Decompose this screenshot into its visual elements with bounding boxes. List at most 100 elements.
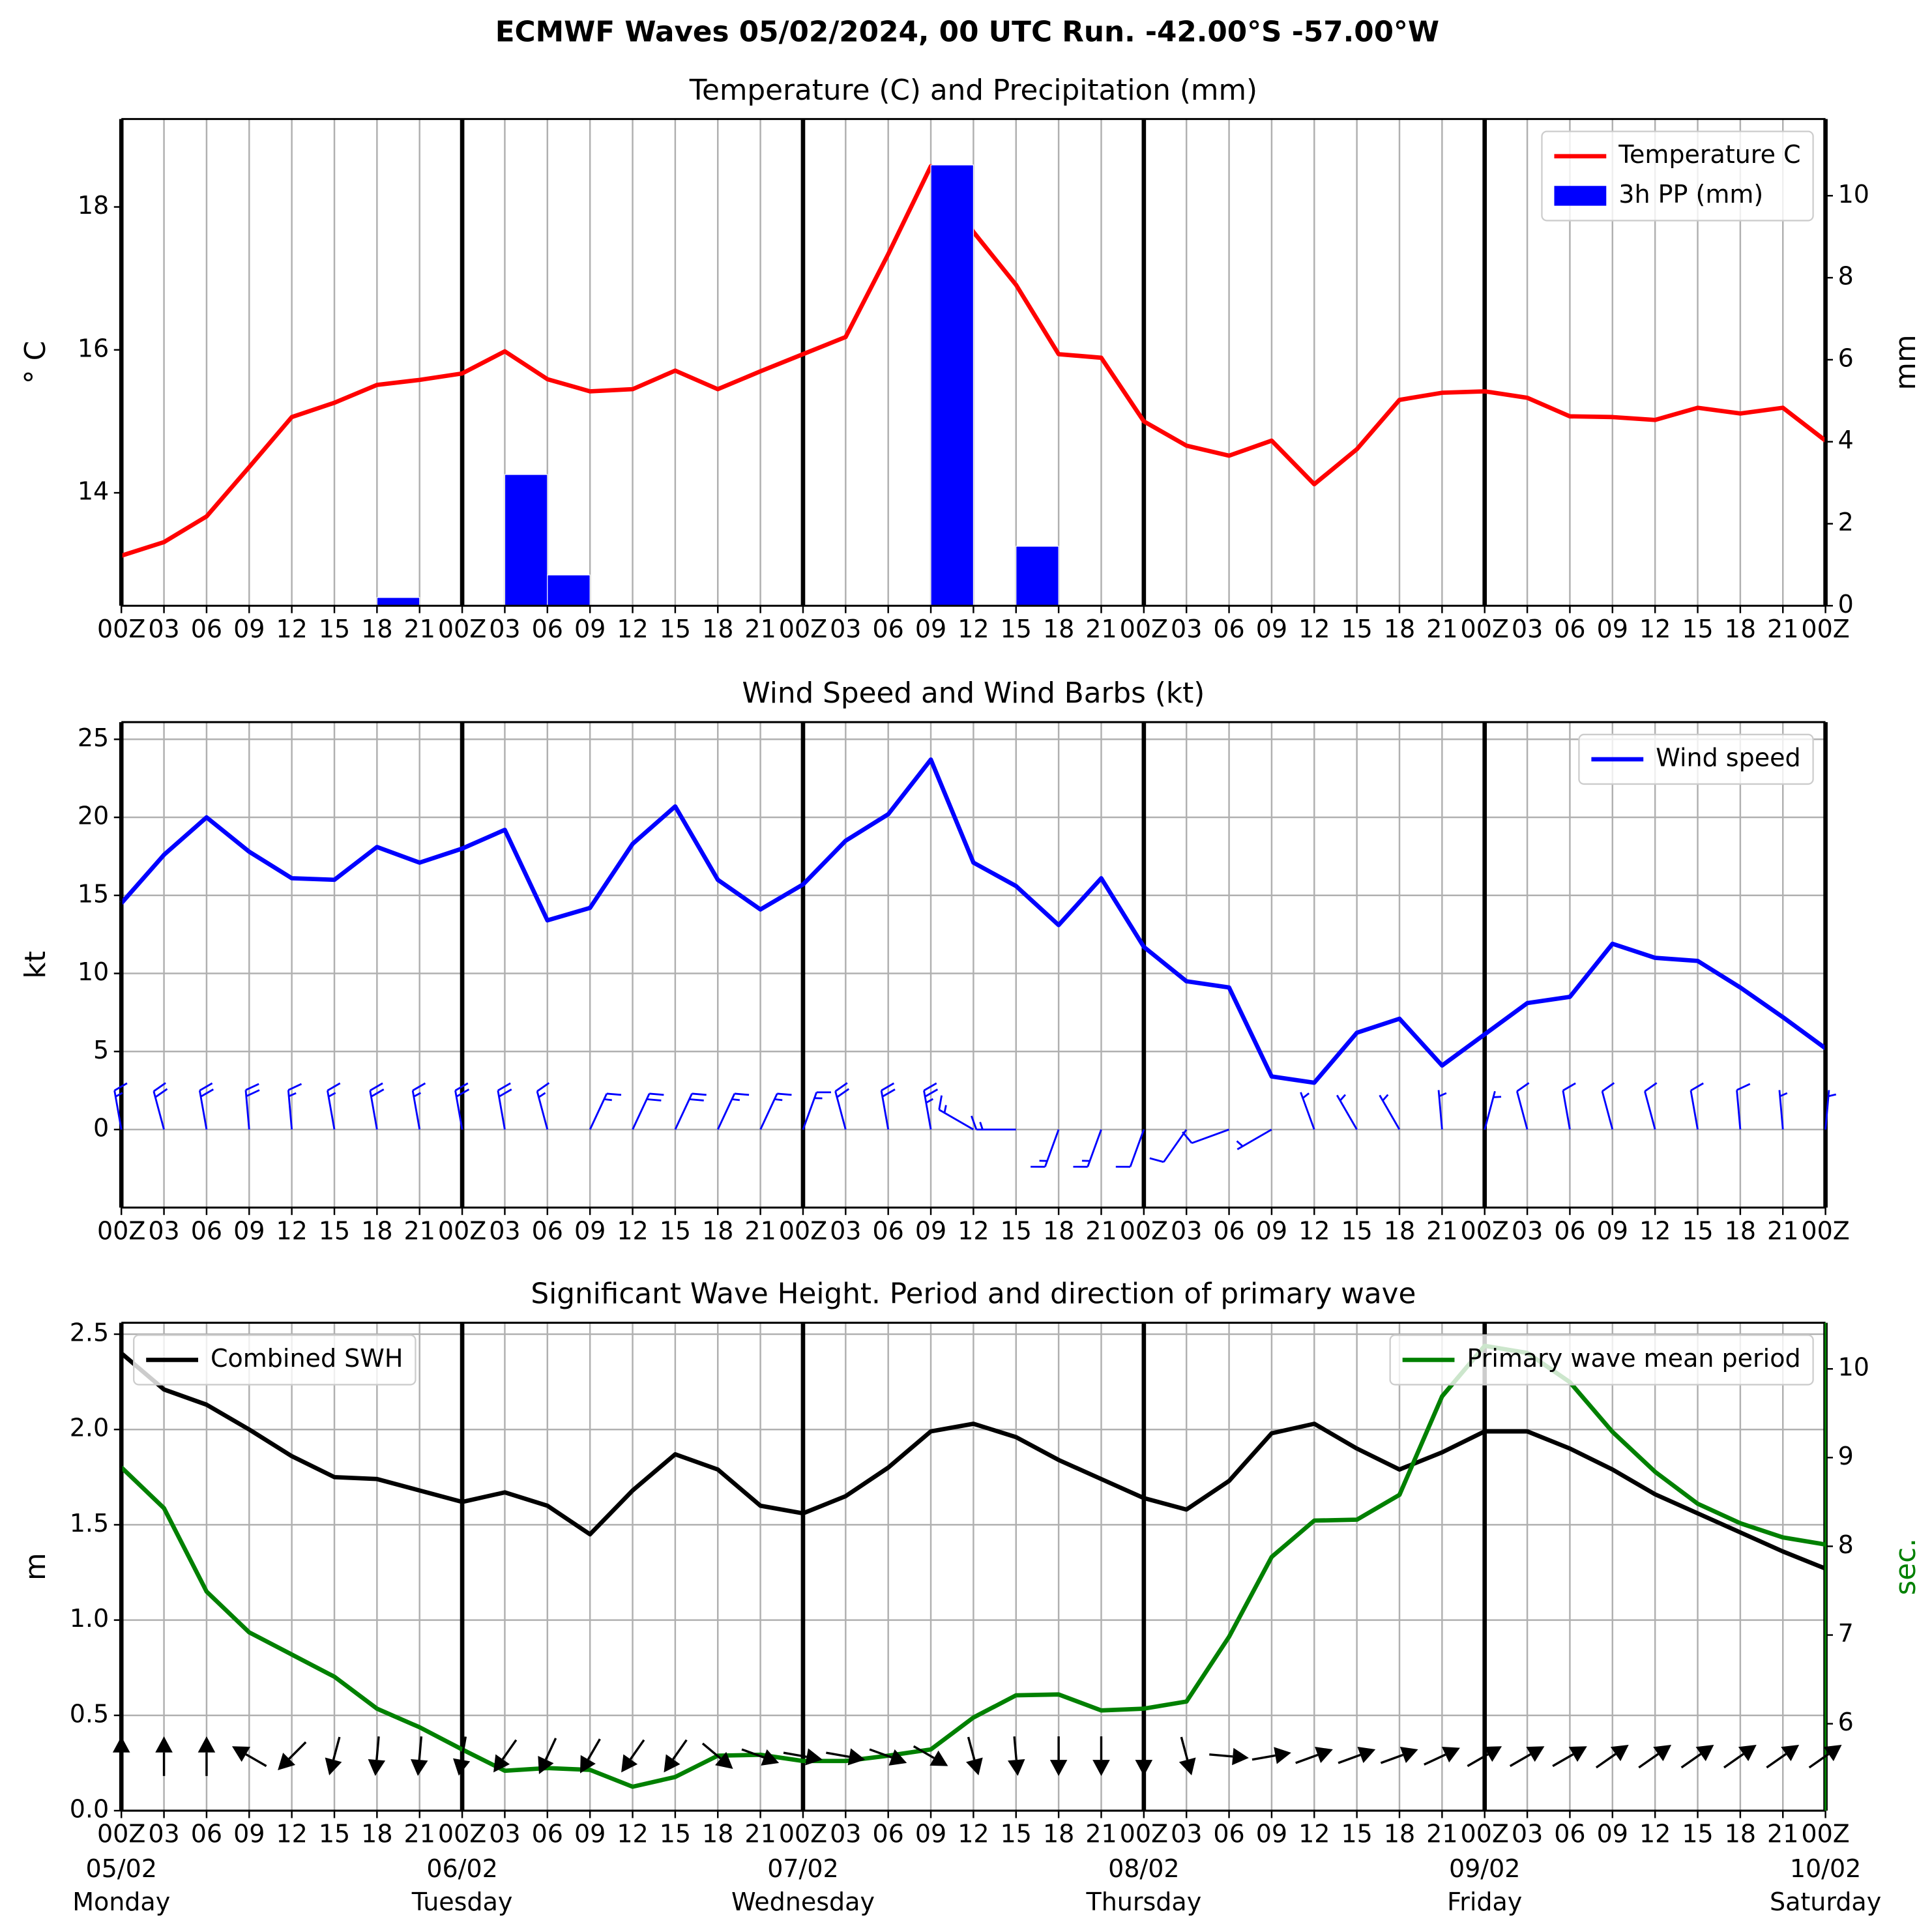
y-tick-label: 1.0 bbox=[70, 1604, 109, 1633]
precip-bar bbox=[504, 474, 548, 606]
y-tick-label: 0.0 bbox=[70, 1795, 109, 1824]
x-tick-label: 18 bbox=[1725, 615, 1756, 643]
wind-barb bbox=[938, 1095, 974, 1131]
barb-staff bbox=[1336, 1094, 1358, 1130]
barb-staff bbox=[674, 1093, 693, 1130]
barb-staff bbox=[1824, 1090, 1830, 1130]
barb-staff bbox=[287, 1090, 293, 1130]
wave-arrow bbox=[410, 1736, 428, 1776]
barb-staff bbox=[1379, 1094, 1401, 1130]
x-tick-label: 09 bbox=[233, 1216, 265, 1245]
arrow-head bbox=[761, 1749, 780, 1766]
data-line bbox=[120, 1351, 1826, 1571]
legend-label: Temperature C bbox=[1618, 140, 1800, 169]
x-tick-label: 21 bbox=[744, 1820, 776, 1848]
x-tick-label: 18 bbox=[1384, 1820, 1415, 1848]
arrow-shaft bbox=[1251, 1754, 1276, 1761]
wave-arrow bbox=[1552, 1746, 1587, 1768]
barb-flag bbox=[199, 1082, 213, 1092]
wind-barb bbox=[411, 1082, 426, 1130]
wind-barb bbox=[244, 1083, 260, 1130]
x-tick-label: 18 bbox=[702, 1820, 733, 1848]
barb-staff bbox=[113, 1090, 123, 1130]
x-tick-label: 18 bbox=[1043, 1216, 1074, 1245]
x-tick-label: 03 bbox=[1512, 615, 1543, 643]
x-tick-label: 06 bbox=[191, 1820, 222, 1848]
x-tick-label: 06 bbox=[1213, 1216, 1244, 1245]
wave-arrow bbox=[155, 1736, 173, 1776]
arrow-head bbox=[1441, 1746, 1460, 1763]
arrow-head bbox=[1823, 1745, 1842, 1762]
x-tick-label: 06 bbox=[191, 615, 222, 643]
x-tick-label: 12 bbox=[1639, 1216, 1671, 1245]
barb-half bbox=[979, 1122, 984, 1130]
barb-flag bbox=[1644, 1082, 1658, 1092]
wave-arrow bbox=[1808, 1745, 1842, 1769]
x-tick-label: 09 bbox=[574, 1820, 606, 1848]
wind-barb bbox=[1379, 1094, 1401, 1130]
arrow-shaft bbox=[1680, 1753, 1702, 1769]
wind-barb bbox=[1690, 1082, 1704, 1130]
x-tick-label: 21 bbox=[1767, 1216, 1798, 1245]
barb-half bbox=[1439, 1092, 1447, 1098]
arrow-head bbox=[1610, 1745, 1629, 1762]
wave-arrow bbox=[1092, 1736, 1110, 1776]
barb-staff bbox=[198, 1090, 208, 1130]
arrow-shaft bbox=[587, 1738, 601, 1760]
wave-arrow bbox=[198, 1736, 216, 1776]
wave-arrow bbox=[1049, 1736, 1068, 1776]
arrow-head bbox=[1049, 1760, 1068, 1776]
x-tick-label: 03 bbox=[489, 1216, 520, 1245]
date-label: 08/02 bbox=[1108, 1854, 1180, 1883]
x-tick-label: 21 bbox=[1085, 1216, 1117, 1245]
x-tick-label: 15 bbox=[660, 615, 691, 643]
barb-flag bbox=[882, 1088, 896, 1098]
arrow-shaft bbox=[1595, 1753, 1617, 1769]
legend-label: Wind speed bbox=[1656, 743, 1800, 772]
arrow-head bbox=[1526, 1746, 1545, 1762]
arrow-head bbox=[888, 1749, 907, 1766]
x-tick-label: 12 bbox=[958, 615, 989, 643]
barb-staff bbox=[1191, 1128, 1230, 1145]
barb-half bbox=[926, 1098, 934, 1104]
barb-flag bbox=[971, 1115, 978, 1130]
barb-staff bbox=[834, 1090, 847, 1130]
arrow-head bbox=[452, 1758, 471, 1776]
wind-barb bbox=[1115, 1129, 1145, 1168]
y-tick-label: 20 bbox=[78, 802, 109, 830]
arrow-head bbox=[1695, 1745, 1714, 1762]
barb-flag bbox=[287, 1083, 302, 1091]
arrow-head bbox=[715, 1751, 733, 1769]
x-tick-label: 03 bbox=[1512, 1820, 1543, 1848]
wave-arrow bbox=[278, 1741, 307, 1770]
legend: Combined SWH bbox=[133, 1334, 417, 1386]
barb-half bbox=[1302, 1092, 1310, 1099]
barb-flag bbox=[113, 1082, 128, 1092]
wave-arrow bbox=[1338, 1747, 1376, 1764]
x-tick-label: 06 bbox=[1554, 615, 1585, 643]
y-tick-label: 2.0 bbox=[70, 1414, 109, 1442]
barb-flag bbox=[836, 1088, 850, 1098]
arrow-shaft bbox=[1808, 1753, 1830, 1769]
x-tick-label: 00Z bbox=[779, 1216, 827, 1245]
wind-barb bbox=[759, 1092, 792, 1130]
x-tick-label: 00Z bbox=[1801, 615, 1849, 643]
arrow-head bbox=[278, 1753, 296, 1770]
wind-barb bbox=[113, 1082, 128, 1130]
wave-arrow bbox=[368, 1736, 386, 1776]
barb-half bbox=[288, 1092, 297, 1098]
date-label: 09/02 bbox=[1449, 1854, 1521, 1883]
x-tick-label: 21 bbox=[404, 1820, 435, 1848]
x-tick-label: 15 bbox=[1341, 1820, 1372, 1848]
x-tick-label: 21 bbox=[1767, 1820, 1798, 1848]
x-tick-label: 03 bbox=[1512, 1216, 1543, 1245]
barb-flag bbox=[923, 1082, 937, 1092]
legend: Wind speed bbox=[1578, 733, 1814, 785]
arrow-head bbox=[929, 1750, 948, 1766]
x-tick-label: 03 bbox=[1171, 615, 1202, 643]
arrow-shaft bbox=[1552, 1753, 1574, 1768]
arrow-shaft bbox=[783, 1751, 807, 1758]
arrow-head bbox=[112, 1736, 130, 1753]
wave-arrow bbox=[966, 1736, 983, 1775]
x-tick-label: 15 bbox=[660, 1820, 691, 1848]
